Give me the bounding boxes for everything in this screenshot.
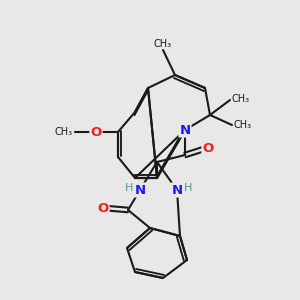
- Text: N: N: [179, 124, 191, 136]
- Text: CH₃: CH₃: [232, 94, 250, 104]
- Text: O: O: [98, 202, 109, 214]
- Text: H: H: [184, 183, 192, 193]
- Text: O: O: [202, 142, 214, 154]
- Text: N: N: [171, 184, 183, 196]
- Text: CH₃: CH₃: [55, 127, 73, 137]
- Text: CH₃: CH₃: [234, 120, 252, 130]
- Text: O: O: [90, 125, 102, 139]
- Text: CH₃: CH₃: [154, 39, 172, 49]
- Text: H: H: [125, 183, 133, 193]
- Text: N: N: [134, 184, 146, 196]
